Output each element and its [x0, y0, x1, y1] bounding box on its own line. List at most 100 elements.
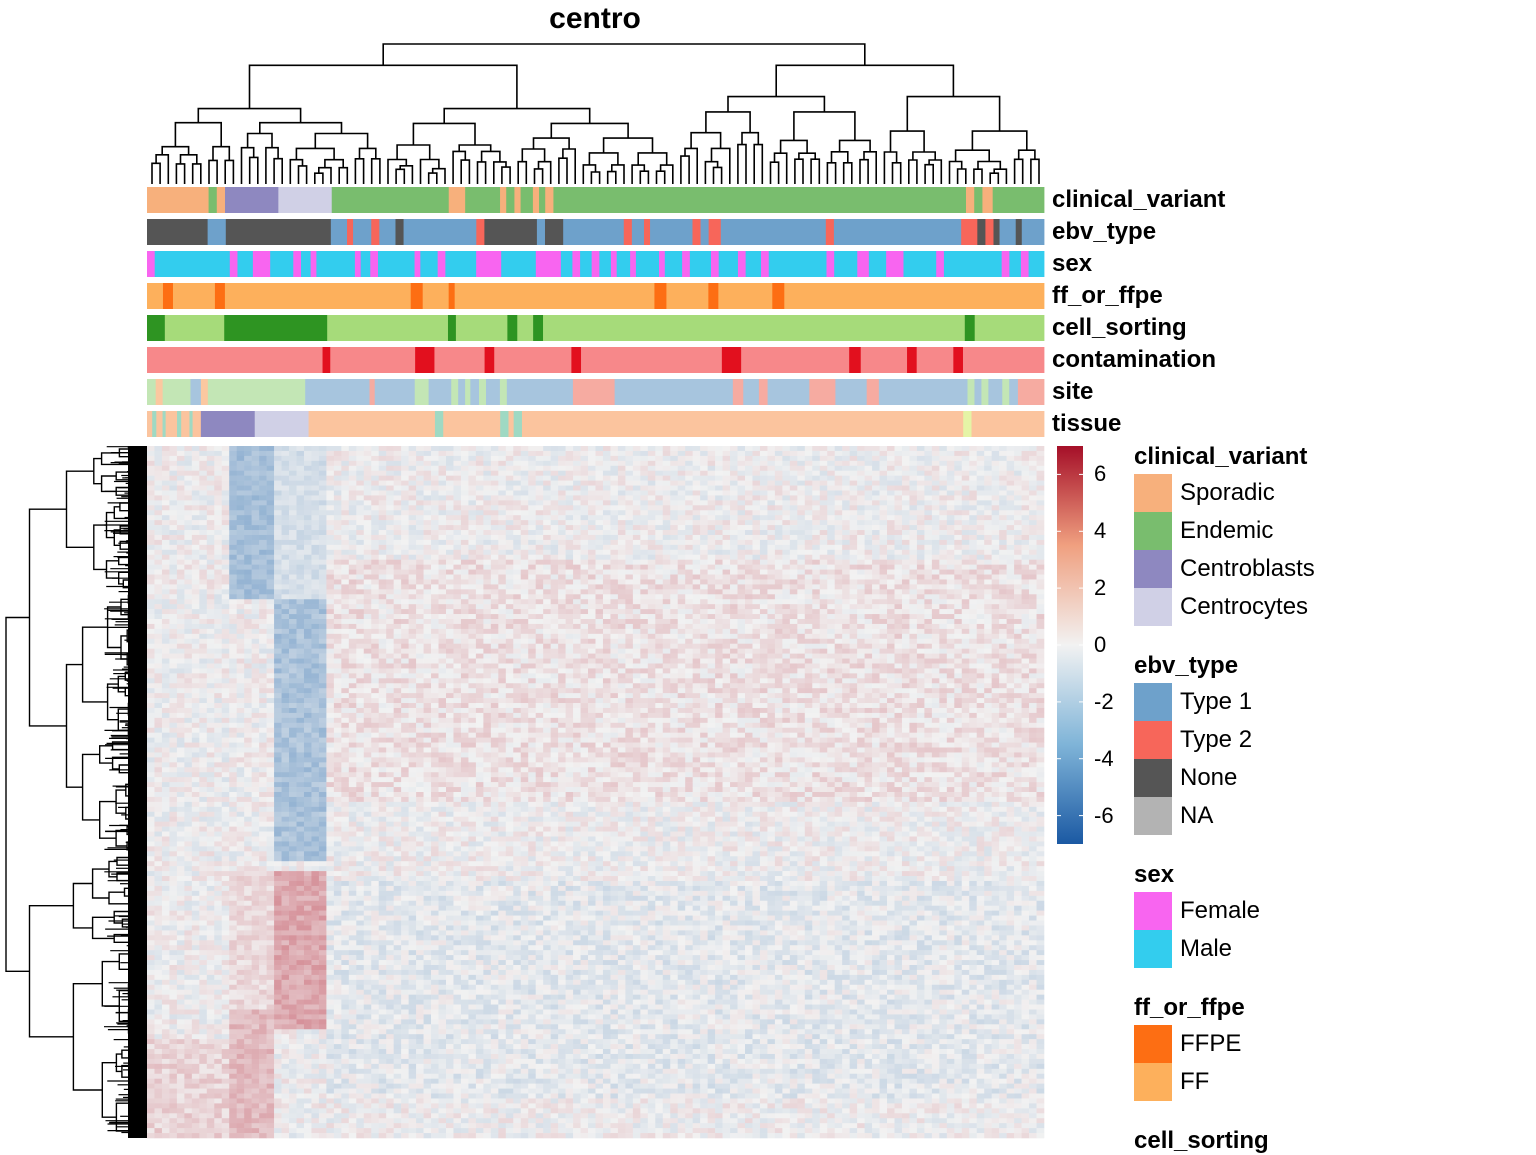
heatmap-cell [199, 703, 208, 709]
heatmap-cell [206, 965, 215, 971]
heatmap-cell [371, 559, 380, 565]
heatmap-cell [236, 806, 245, 813]
heatmap-cell [147, 549, 155, 556]
heatmap-cell [303, 633, 312, 640]
heatmap-cell [184, 717, 193, 724]
heatmap-cell [259, 450, 267, 457]
heatmap-cell [206, 900, 215, 906]
heatmap-cell [303, 678, 312, 684]
heatmap-cell [311, 510, 320, 516]
dendrogram-branch [532, 137, 570, 149]
heatmap-cell [154, 727, 163, 733]
heatmap-cell [289, 1103, 297, 1109]
heatmap-cell [251, 940, 260, 946]
heatmap-cell [184, 737, 193, 743]
heatmap-cell [176, 945, 185, 951]
heatmap-cell [326, 1093, 335, 1099]
heatmap-cell [371, 767, 380, 773]
heatmap-cell [303, 1024, 312, 1030]
heatmap-cell [154, 604, 163, 610]
heatmap-cell [281, 683, 290, 689]
heatmap-cell [236, 717, 245, 724]
heatmap-cell [147, 915, 155, 921]
heatmap-cell [356, 772, 365, 778]
heatmap-cell [363, 688, 372, 694]
dendrogram-branch [883, 151, 898, 184]
heatmap-cell [214, 905, 223, 911]
heatmap-cell [318, 866, 327, 872]
annotation-cell-sex [377, 251, 415, 277]
heatmap-cell [214, 609, 223, 615]
heatmap-cell [161, 1024, 170, 1030]
heatmap-cell [229, 945, 237, 951]
heatmap-cell [348, 984, 357, 991]
heatmap-cell [244, 1039, 252, 1045]
heatmap-cell [266, 767, 275, 773]
heatmap-cell [371, 628, 380, 635]
heatmap-cell [176, 1014, 185, 1020]
dendrogram-branch [928, 159, 943, 184]
heatmap-cell [326, 846, 335, 852]
heatmap-cell [378, 925, 387, 931]
heatmap-cell [378, 525, 387, 531]
heatmap-cell [191, 717, 200, 724]
heatmap-cell [154, 1053, 163, 1060]
heatmap-cell [154, 856, 163, 862]
dendrogram-branch [314, 172, 324, 184]
heatmap-cell [274, 520, 282, 526]
heatmap-cell [303, 950, 312, 956]
heatmap-cell [266, 1053, 275, 1060]
heatmap-cell [303, 638, 312, 645]
heatmap-cell [251, 569, 260, 575]
heatmap-cell [274, 1039, 282, 1045]
heatmap-cell [386, 851, 394, 857]
heatmap-cell [184, 673, 193, 679]
heatmap-cell [386, 767, 394, 773]
heatmap-cell [363, 1073, 372, 1079]
heatmap-cell [303, 648, 312, 654]
heatmap-cell [356, 960, 365, 966]
dendrogram-branch [240, 146, 255, 184]
heatmap-cell [386, 930, 394, 936]
heatmap-cell [169, 678, 178, 684]
heatmap-cell [154, 920, 163, 926]
heatmap-cell [259, 584, 267, 590]
heatmap-cell [147, 836, 155, 842]
heatmap-cell [386, 732, 394, 738]
annotation-cell-sex [414, 251, 421, 277]
heatmap-cell [169, 994, 178, 1000]
heatmap-cell [363, 792, 372, 798]
heatmap-cell [266, 885, 275, 892]
heatmap-cell [244, 609, 252, 615]
heatmap-cell [214, 717, 223, 724]
heatmap-cell [251, 1113, 260, 1119]
heatmap-cell [289, 935, 297, 941]
heatmap-cell [176, 688, 185, 694]
heatmap-cell [251, 742, 260, 748]
heatmap-cell [318, 722, 327, 729]
heatmap-cell [281, 619, 290, 625]
heatmap-cell [251, 950, 260, 956]
heatmap-cell [221, 722, 230, 729]
heatmap-cell [289, 505, 297, 511]
heatmap-cell [176, 490, 185, 496]
heatmap-cell [206, 584, 215, 590]
heatmap-cell [311, 900, 320, 906]
heatmap-cell [259, 698, 267, 704]
heatmap-cell [386, 831, 394, 837]
heatmap-cell [378, 584, 387, 590]
annotation-cell-ebv_type [650, 219, 693, 245]
heatmap-cell [266, 737, 275, 743]
heatmap-cell [169, 974, 178, 981]
heatmap-cell [281, 628, 290, 635]
annotation-cell-sex [476, 251, 502, 277]
heatmap-cell [363, 604, 372, 610]
heatmap-cell [176, 965, 185, 971]
heatmap-cell [289, 475, 297, 481]
heatmap-cell [154, 688, 163, 694]
heatmap-cell [161, 515, 170, 521]
heatmap-cell [318, 1053, 327, 1060]
heatmap-cell [363, 1093, 372, 1099]
heatmap-cell [206, 623, 215, 630]
heatmap-cell [363, 935, 372, 941]
